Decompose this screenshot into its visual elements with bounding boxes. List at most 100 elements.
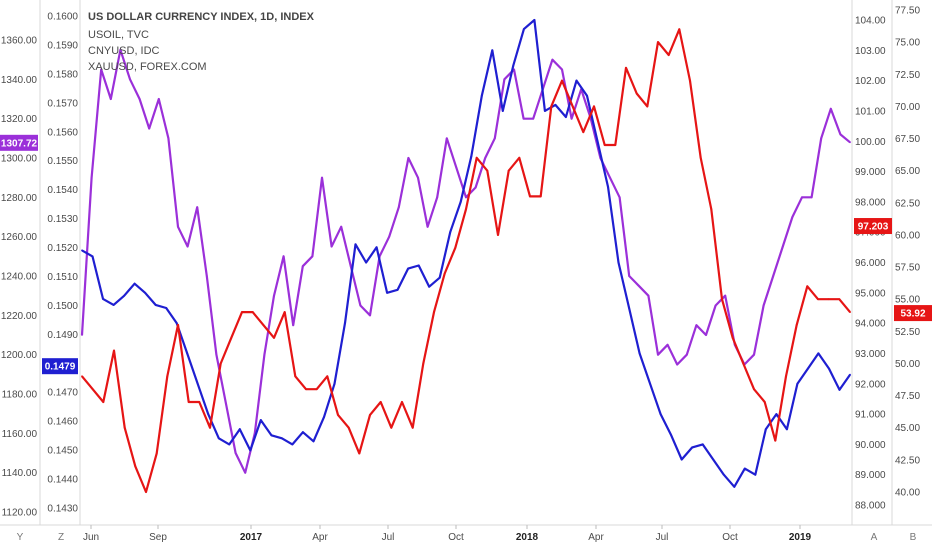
data-point-usoil-tvc xyxy=(827,298,830,301)
data-point-us-dollar-currency-index xyxy=(459,201,462,203)
data-point-usoil-tvc xyxy=(166,375,169,378)
data-point-us-dollar-currency-index xyxy=(102,298,104,300)
data-point-us-dollar-currency-index xyxy=(291,443,294,446)
data-point-xauusd-forex-com xyxy=(138,98,141,100)
left-inner-tick-label: 0.1600 xyxy=(47,12,78,23)
left-inner-tick-label: 0.1540 xyxy=(47,185,78,196)
data-point-usoil-tvc xyxy=(753,388,755,391)
axis-toggle-z[interactable]: Z xyxy=(58,532,64,543)
legend-title: US DOLLAR CURRENCY INDEX, 1D, INDEX xyxy=(88,11,315,23)
left-inner-tick-label: 0.1560 xyxy=(47,127,78,138)
left-outer-tick-label: 1160.00 xyxy=(2,429,38,440)
data-point-us-dollar-currency-index xyxy=(228,443,231,446)
data-point-us-dollar-currency-index xyxy=(491,49,494,52)
left-outer-tick-label: 1360.00 xyxy=(1,36,38,47)
data-point-usoil-tvc xyxy=(593,105,595,108)
data-point-xauusd-forex-com xyxy=(273,294,275,297)
legend-entry-xauusd: XAUUSD, FOREX.COM xyxy=(88,61,207,73)
data-point-usoil-tvc xyxy=(273,336,275,339)
data-point-usoil-tvc xyxy=(785,375,787,378)
right-inner-tick-label: 93.000 xyxy=(855,349,886,360)
left-inner-tick-label: 0.1440 xyxy=(47,475,78,486)
price-label-bg xyxy=(0,134,38,151)
left-outer-tick-label: 1320.00 xyxy=(1,114,38,125)
data-point-us-dollar-currency-index xyxy=(523,28,525,30)
data-point-xauusd-forex-com xyxy=(532,117,535,120)
price-label-bg xyxy=(854,218,892,235)
data-point-us-dollar-currency-index xyxy=(386,291,388,294)
data-point-usoil-tvc xyxy=(433,311,435,313)
right-inner-tick-label: 88.000 xyxy=(855,501,886,512)
data-point-us-dollar-currency-index xyxy=(81,249,83,252)
data-point-xauusd-forex-com xyxy=(839,133,842,136)
right-outer-tick-label: 75.00 xyxy=(895,38,920,49)
data-point-xauusd-forex-com xyxy=(205,275,208,277)
data-point-usoil-tvc xyxy=(379,401,382,403)
data-point-xauusd-forex-com xyxy=(455,166,458,169)
data-point-xauusd-forex-com xyxy=(820,137,823,140)
right-inner-tick-label: 104.00 xyxy=(855,16,886,27)
data-point-us-dollar-currency-index xyxy=(154,304,157,306)
x-tick-label: Apr xyxy=(588,532,604,543)
left-outer-tick-label: 1120.00 xyxy=(2,508,38,519)
data-point-usoil-tvc xyxy=(102,401,105,403)
data-point-usoil-tvc xyxy=(443,272,446,275)
price-label-bg xyxy=(42,358,78,375)
data-point-us-dollar-currency-index xyxy=(512,64,515,67)
data-point-usoil-tvc xyxy=(177,324,179,326)
data-point-us-dollar-currency-index xyxy=(333,382,336,385)
data-point-us-dollar-currency-index xyxy=(743,467,746,470)
axis-toggle-y[interactable]: Y xyxy=(17,532,24,543)
data-point-us-dollar-currency-index xyxy=(449,231,452,234)
data-point-us-dollar-currency-index xyxy=(786,428,788,431)
left-inner-tick-label: 0.1580 xyxy=(47,69,78,80)
right-outer-tick-label: 72.50 xyxy=(895,70,920,81)
left-inner-tick-label: 0.1510 xyxy=(47,272,78,283)
left-inner-tick-label: 0.1460 xyxy=(47,417,78,428)
axis-toggle-b[interactable]: B xyxy=(910,532,917,543)
left-inner-tick-label: 0.1470 xyxy=(47,388,78,399)
data-point-us-dollar-currency-index xyxy=(533,19,536,21)
data-point-usoil-tvc xyxy=(305,388,307,391)
data-point-xauusd-forex-com xyxy=(772,275,775,277)
data-point-usoil-tvc xyxy=(838,298,841,301)
data-point-usoil-tvc xyxy=(657,41,659,43)
data-point-xauusd-forex-com xyxy=(282,255,285,258)
data-point-xauusd-forex-com xyxy=(321,176,323,179)
data-point-usoil-tvc xyxy=(251,311,254,313)
data-point-us-dollar-currency-index xyxy=(680,458,683,461)
x-tick-label: 2018 xyxy=(516,532,539,543)
right-inner-tick-label: 99.000 xyxy=(855,167,886,178)
x-tick-label: Apr xyxy=(312,532,328,543)
data-point-xauusd-forex-com xyxy=(676,363,679,366)
data-point-xauusd-forex-com xyxy=(148,127,151,130)
x-tick-label: Oct xyxy=(722,532,738,543)
data-point-usoil-tvc xyxy=(454,246,457,249)
data-point-xauusd-forex-com xyxy=(109,98,112,100)
legend: US DOLLAR CURRENCY INDEX, 1D, INDEX USOI… xyxy=(88,11,315,73)
left-inner-tick-label: 0.1430 xyxy=(47,504,78,515)
data-point-usoil-tvc xyxy=(369,414,371,416)
right-outer-tick-label: 77.50 xyxy=(895,6,920,17)
data-point-usoil-tvc xyxy=(123,426,126,429)
data-point-usoil-tvc xyxy=(817,298,819,301)
axis-toggle-a[interactable]: A xyxy=(871,532,878,543)
data-point-usoil-tvc xyxy=(230,336,233,339)
data-point-xauusd-forex-com xyxy=(628,275,631,277)
data-point-us-dollar-currency-index xyxy=(501,110,504,112)
data-point-us-dollar-currency-index xyxy=(407,267,409,270)
x-tick-label: 2019 xyxy=(789,532,812,543)
data-point-us-dollar-currency-index xyxy=(186,352,189,355)
data-point-us-dollar-currency-index xyxy=(470,155,473,158)
left-inner-tick-label: 0.1490 xyxy=(47,330,78,341)
data-point-us-dollar-currency-index xyxy=(807,367,809,370)
data-point-usoil-tvc xyxy=(635,92,638,95)
data-point-us-dollar-currency-index xyxy=(259,419,262,421)
series-layer xyxy=(80,18,851,494)
left-outer-axis: 1360.00 1340.00 1320.00 1300.00 1280.00 1260.… xyxy=(1,36,38,519)
data-point-usoil-tvc xyxy=(486,169,489,172)
right-inner-tick-label: 90.000 xyxy=(855,440,886,451)
data-point-us-dollar-currency-index xyxy=(764,428,767,431)
data-point-usoil-tvc xyxy=(198,401,201,403)
